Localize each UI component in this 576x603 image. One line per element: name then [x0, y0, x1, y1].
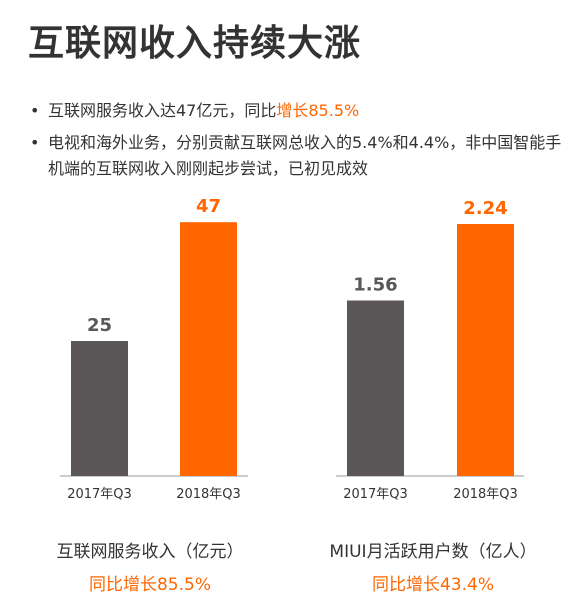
page-title: 互联网收入持续大涨 [28, 23, 362, 64]
chart-1-value-label-1: 25 [87, 315, 112, 336]
chart-1-bar-2 [180, 222, 237, 476]
chart-2-bar-2 [457, 224, 514, 476]
bullet-text: 电视和海外业务，分别贡献互联网总收入的5.4%和4.4%，非中国智能手机端的互联… [48, 133, 562, 178]
chart-1-value-label-2: 47 [196, 196, 221, 217]
chart-2-value-label-2: 2.24 [463, 198, 507, 219]
chart-2-bar-1 [347, 300, 404, 476]
bullet-list: • 互联网服务收入达47亿元，同比增长85.5% • 电视和海外业务，分别贡献互联网… [30, 98, 570, 188]
bullet-item-2: • 电视和海外业务，分别贡献互联网总收入的5.4%和4.4%，非中国智能手机端的互… [30, 130, 570, 182]
chart-1-tick-label-2: 2018年Q3 [176, 487, 241, 502]
bullet-marker: • [30, 133, 40, 152]
chart-2-value-label-1: 1.56 [353, 275, 397, 296]
chart-1-growth: 同比增长85.5% [88, 575, 212, 595]
chart-2-caption: MIUI月活跃用户数（亿人） [329, 542, 537, 562]
chart-1-bar-1 [71, 341, 128, 476]
chart-1-tick-label-1: 2017年Q3 [67, 487, 132, 502]
bullet-text: 互联网服务收入达47亿元，同比 [48, 101, 277, 120]
bullet-marker: • [30, 101, 40, 120]
chart-1-caption: 互联网服务收入（亿元） [56, 542, 244, 562]
chart-2-tick-label-2: 2018年Q3 [453, 487, 518, 502]
bullet-highlight: 增长85.5% [276, 101, 360, 120]
bullet-item-1: • 互联网服务收入达47亿元，同比增长85.5% [30, 98, 570, 124]
chart-2-growth: 同比增长43.4% [371, 575, 495, 595]
chart-2-tick-label-1: 2017年Q3 [343, 487, 408, 502]
